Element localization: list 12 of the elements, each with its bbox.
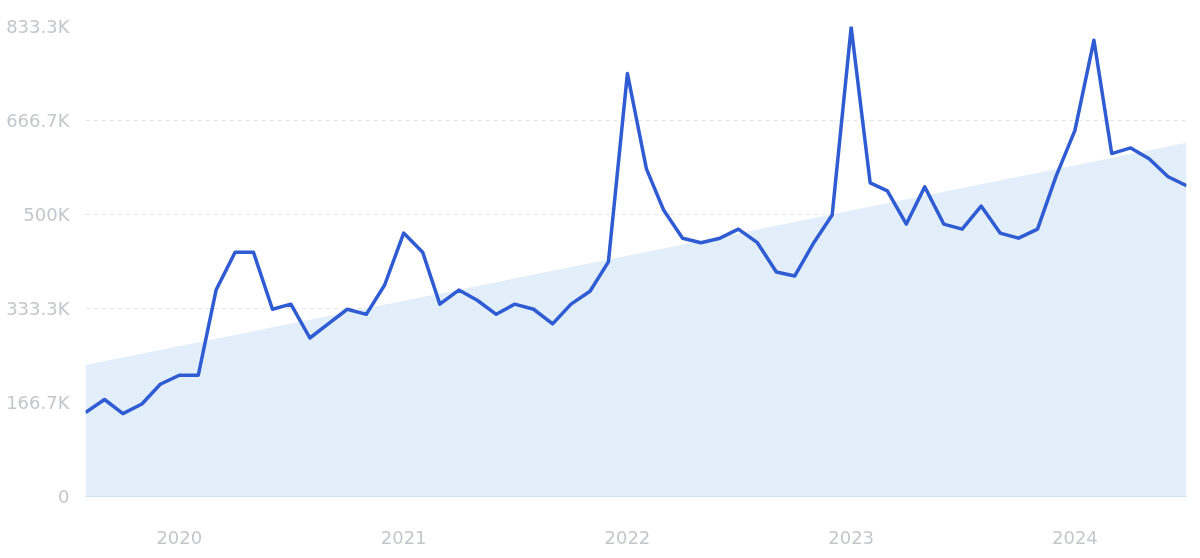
x-tick-label: 2022 <box>604 526 651 548</box>
x-tick-label: 2021 <box>380 526 427 548</box>
y-tick-label: 0 <box>58 486 70 507</box>
x-tick-label: 2023 <box>828 526 875 548</box>
x-tick-label: 2020 <box>156 526 203 548</box>
y-tick-label: 166.7K <box>6 391 71 413</box>
x-tick-label: 2024 <box>1052 526 1098 548</box>
y-tick-label: 333.3K <box>6 298 71 320</box>
y-tick-label: 666.7K <box>6 109 71 131</box>
line-series <box>85 26 1187 416</box>
y-tick-label: 500K <box>23 203 71 225</box>
y-tick-label: 833.3K <box>6 16 71 37</box>
